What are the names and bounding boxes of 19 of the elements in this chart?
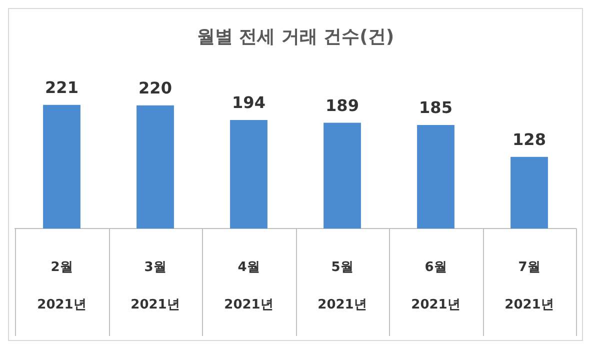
category-label: 7월 2021년: [504, 260, 554, 313]
bar: [43, 104, 80, 229]
data-label: 194: [232, 93, 266, 112]
data-label: 128: [512, 130, 546, 150]
data-label: 189: [326, 96, 359, 115]
bar: [417, 125, 454, 229]
bar: [510, 156, 548, 229]
bar: [136, 105, 174, 229]
category-label: 4월 2021년: [224, 260, 274, 313]
category-label: 6월 2021년: [411, 260, 460, 313]
chart-title: 월별 전세 거래 건수(건): [196, 26, 394, 48]
bar: [324, 122, 361, 229]
category-label: 2월 2021년: [37, 260, 86, 313]
data-label: 221: [45, 78, 78, 97]
category-label: 5월 2021년: [318, 260, 367, 313]
data-label: 220: [138, 78, 172, 98]
bar: [230, 120, 268, 229]
data-label: 185: [419, 98, 452, 118]
category-label: 3월 2021년: [130, 260, 180, 313]
